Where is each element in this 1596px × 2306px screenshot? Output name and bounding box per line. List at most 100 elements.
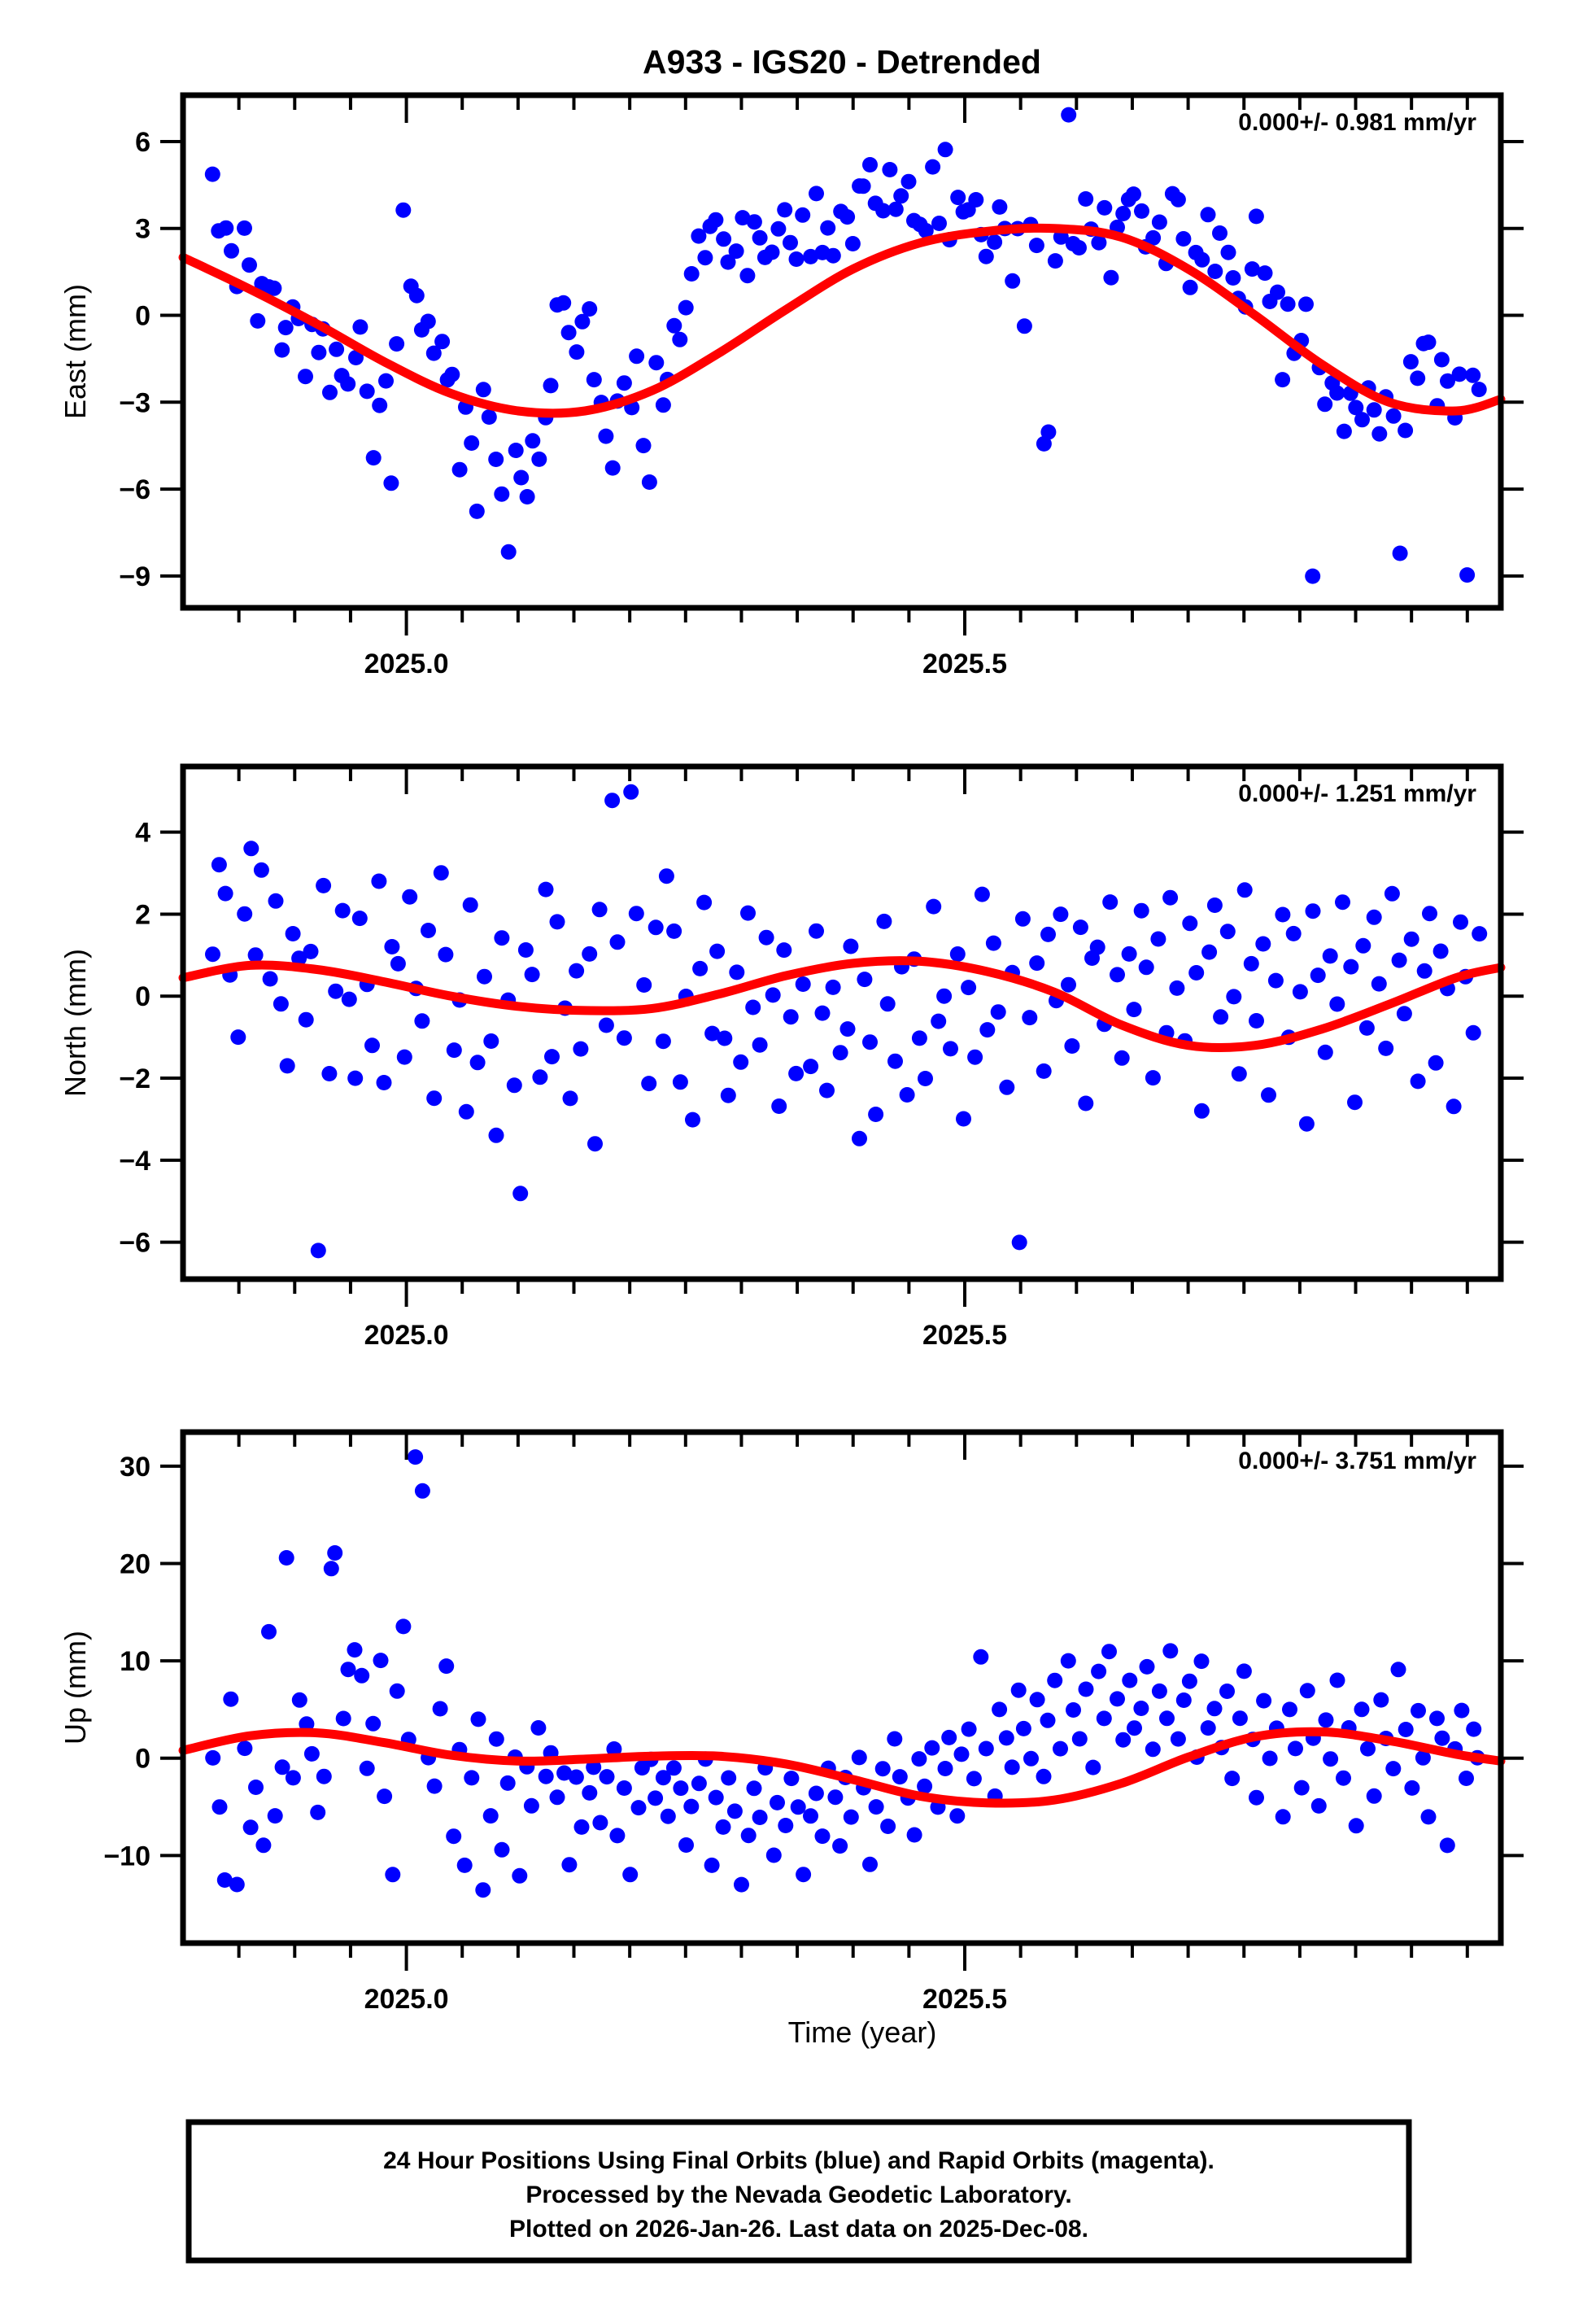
data-point (616, 1780, 632, 1796)
data-point (582, 1784, 598, 1801)
data-point (733, 1054, 749, 1070)
data-point (488, 1731, 504, 1747)
data-point (426, 1090, 443, 1107)
data-point (1061, 107, 1077, 123)
data-point (992, 1701, 1008, 1718)
data-point (1040, 1712, 1056, 1728)
data-point (311, 344, 327, 360)
data-point (893, 188, 909, 204)
data-point (1336, 423, 1352, 439)
data-point (334, 902, 351, 919)
north-data-points (205, 784, 1488, 1259)
data-point (1348, 1818, 1364, 1834)
data-point (1014, 911, 1031, 927)
data-point (1175, 231, 1192, 247)
data-point (243, 841, 259, 857)
data-point (966, 1771, 982, 1787)
data-point (377, 1788, 393, 1805)
data-point (1398, 422, 1414, 439)
data-point (273, 996, 289, 1012)
data-point (1256, 1692, 1272, 1709)
y-tick-label: 20 (120, 1548, 150, 1579)
data-point (262, 971, 278, 987)
data-point (1226, 989, 1242, 1005)
data-point (739, 268, 756, 284)
data-point (979, 1022, 996, 1038)
data-point (648, 919, 664, 936)
data-point (376, 1075, 392, 1090)
data-point (788, 251, 805, 267)
data-point (217, 885, 233, 902)
data-point (697, 250, 713, 266)
data-point (855, 178, 871, 194)
data-point (843, 1809, 859, 1825)
north-tickmarks (160, 766, 1524, 1307)
data-point (961, 980, 977, 996)
data-point (464, 435, 480, 451)
data-point (444, 366, 460, 382)
data-point (717, 1030, 733, 1046)
data-point (549, 1789, 565, 1806)
data-point (629, 348, 645, 365)
data-point (1428, 1055, 1444, 1071)
panel-north: 4 2 0 −2 −4 −6 2025.0 2025.5 North (mm) 0.000+… (59, 763, 1524, 1351)
data-point (635, 438, 652, 454)
data-point (1329, 1672, 1345, 1688)
up-y-tick-labels: 30 20 10 0 −10 (103, 1452, 150, 1871)
data-point (1078, 1681, 1094, 1697)
data-point (373, 1653, 389, 1669)
data-point (1305, 568, 1321, 584)
data-point (1366, 909, 1382, 925)
data-point (378, 373, 394, 389)
y-tick-label: 30 (120, 1452, 150, 1483)
data-point (1022, 1010, 1038, 1026)
data-point (1355, 937, 1371, 954)
data-point (1459, 1771, 1474, 1786)
data-point (253, 862, 269, 878)
y-tick-label: 2 (135, 899, 150, 930)
data-point (1371, 976, 1387, 992)
data-point (796, 1867, 812, 1883)
footer-line-2: Processed by the Nevada Geodetic Laborat… (525, 2182, 1071, 2208)
data-point (285, 926, 301, 941)
data-point (783, 234, 798, 251)
data-point (530, 1720, 547, 1736)
data-point (1249, 1013, 1264, 1029)
data-point (1440, 373, 1455, 389)
footer-border (185, 2119, 1412, 2264)
data-point (573, 1041, 589, 1057)
data-point (351, 911, 368, 927)
data-point (470, 1711, 486, 1727)
data-point (1384, 885, 1400, 902)
x-axis-label: Time (year) (788, 2016, 937, 2049)
data-point (844, 236, 861, 251)
data-point (1366, 1788, 1382, 1804)
data-point (488, 452, 504, 467)
data-point (672, 331, 688, 347)
up-plot-frame (180, 1429, 1504, 1946)
data-point (543, 378, 559, 394)
data-point (1292, 984, 1308, 1000)
data-point (609, 1828, 626, 1844)
data-point (788, 1065, 805, 1081)
data-point (752, 1037, 768, 1053)
data-point (765, 987, 781, 1003)
data-point (310, 1243, 326, 1259)
data-point (494, 486, 510, 502)
data-point (1347, 1094, 1363, 1111)
y-tick-label: −10 (103, 1841, 150, 1871)
data-point (1415, 1749, 1431, 1766)
data-point (1194, 251, 1210, 268)
data-point (1206, 1701, 1223, 1717)
data-point (1071, 240, 1087, 255)
data-point (746, 1780, 762, 1797)
data-point (517, 942, 534, 958)
data-point (347, 1070, 364, 1086)
data-point (1354, 1701, 1370, 1718)
data-point (291, 1692, 307, 1708)
north-x-tick-labels: 2025.0 2025.5 (364, 1320, 1007, 1351)
data-point (803, 1808, 818, 1824)
data-point (1261, 1087, 1276, 1103)
data-point (462, 897, 478, 913)
east-plot-frame (180, 92, 1504, 611)
